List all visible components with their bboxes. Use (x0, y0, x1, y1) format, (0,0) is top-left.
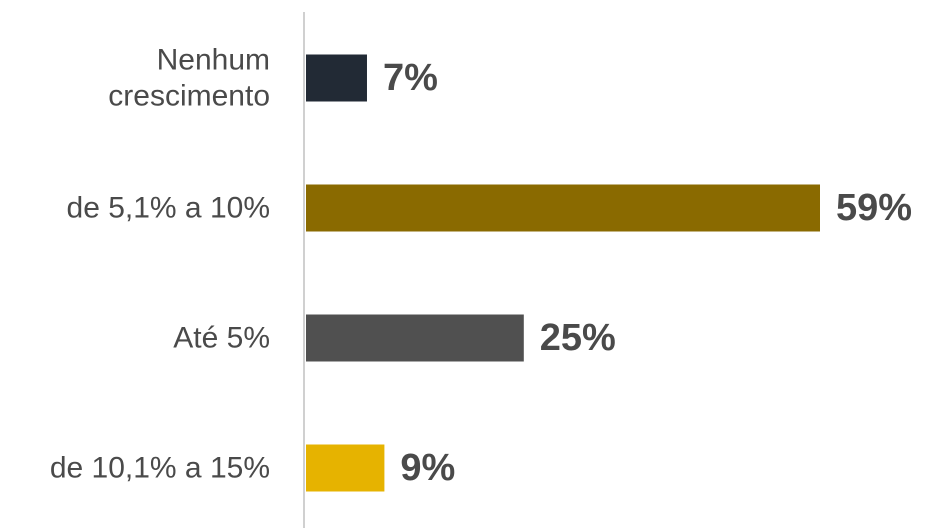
category-label-line: de 5,1% a 10% (67, 192, 270, 225)
category-label-line: Nenhum (157, 44, 270, 77)
bar-2 (306, 315, 524, 362)
category-label-line: de 10,1% a 15% (50, 452, 270, 485)
category-label-line: Até 5% (173, 322, 270, 355)
bar-0 (306, 55, 367, 102)
category-label-2: Até 5% (173, 322, 270, 355)
value-label-3: 9% (400, 447, 455, 489)
bars-layer: 7% Nenhum crescimento 59% de 5,1% a 10% 25% At… (50, 44, 912, 492)
category-label-1: de 5,1% a 10% (67, 192, 270, 225)
category-label-0: Nenhum crescimento (108, 44, 270, 113)
category-label-3: de 10,1% a 15% (50, 452, 270, 485)
value-label-1: 59% (836, 187, 912, 229)
category-label-line: crescimento (108, 80, 270, 113)
value-label-0: 7% (383, 57, 438, 99)
bar-1 (306, 185, 820, 232)
value-label-2: 25% (540, 317, 616, 359)
bar-3 (306, 445, 384, 492)
